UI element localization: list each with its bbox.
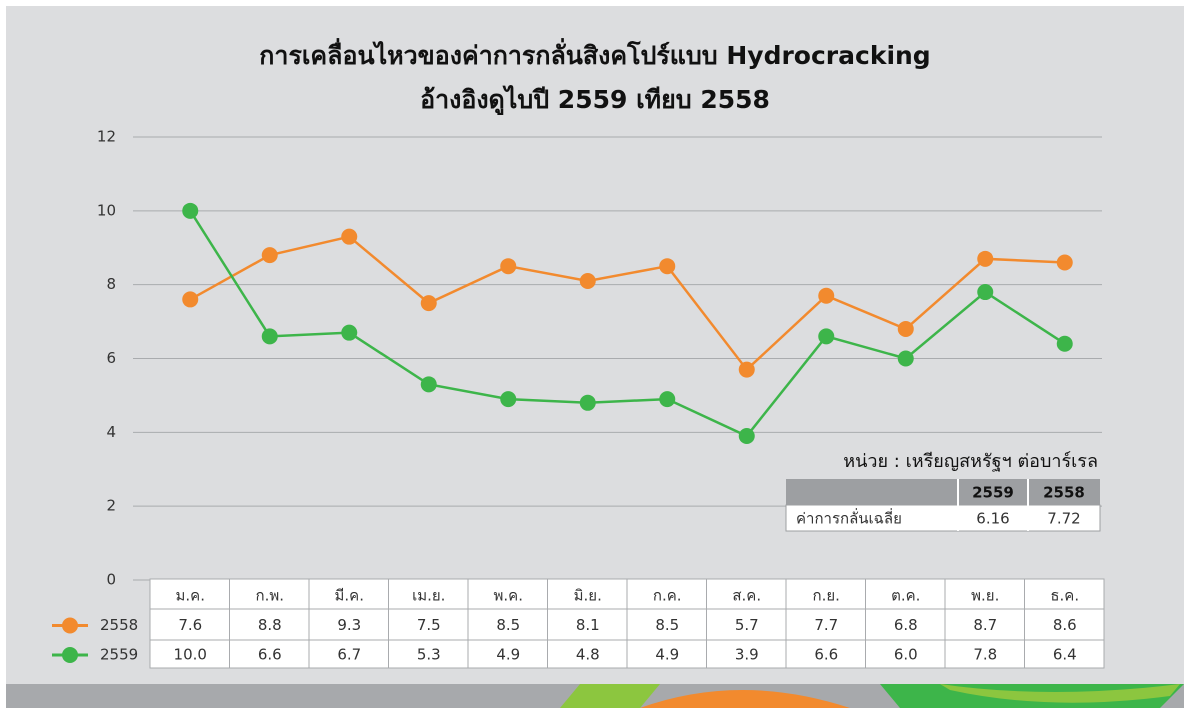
table-cell: 7.8 [973,646,997,664]
point [738,361,755,378]
point [1056,254,1073,271]
point [977,284,994,301]
table-cell: 8.1 [576,616,600,634]
table-cell: 3.9 [735,646,759,664]
point [818,287,835,304]
table-cell: 6.4 [1053,646,1077,664]
table-cell: 9.3 [337,616,361,634]
legend-label: 2559 [100,646,138,664]
table-cell: 6.6 [814,646,838,664]
x-tick-label: พ.ย. [971,587,999,605]
point [420,295,437,312]
legend-marker [62,617,78,634]
series-line [189,210,1066,438]
y-tick-label: 8 [106,275,116,293]
y-tick-label: 4 [106,423,116,441]
plot [182,202,1073,445]
table-cell: 4.9 [496,646,520,664]
inset-header [786,479,1100,505]
legend-label: 2558 [100,616,138,634]
point [341,228,358,245]
decor [560,684,660,708]
y-tick-label: 2 [106,497,116,515]
table-cell: 5.3 [417,646,441,664]
panel [6,6,1184,686]
point [977,250,994,267]
x-tick-label: ธ.ค. [1050,587,1079,605]
chart-title: การเคลื่อนไหวของค่าการกลั่นสิงคโปร์แบบ H… [259,38,930,70]
legend-marker [62,647,78,663]
x-tick-label: ต.ค. [891,587,920,605]
inset-row [785,504,1101,532]
x-tick-label: ก.ค. [653,587,682,605]
point [182,291,199,308]
inset-cell: 6.16 [976,510,1009,528]
inset-cell: 7.72 [1047,510,1080,528]
decor [940,684,1180,703]
table-cell: 5.7 [735,616,759,634]
series-line [189,235,1065,372]
point [897,320,914,337]
summary-table: หน่วย : เหรียญสหรัฐฯ ต่อบาร์เรล 2559 6.16 2… [785,451,1101,532]
x-tick-label: เม.ย. [412,587,445,605]
table-cell: 8.5 [655,616,679,634]
point [738,428,755,445]
point [818,328,835,345]
unit-label: หน่วย : เหรียญสหรัฐฯ ต่อบาร์เรล [843,451,1098,472]
table-cell: 8.8 [258,616,282,634]
table-cell: 10.0 [174,646,207,664]
point [420,376,437,393]
point [579,272,596,289]
x-tick-label: ม.ค. [176,587,205,605]
table-cell: 6.6 [258,646,282,664]
data-table: ม.ค. ก.พ. มี.ค. เม.ย. พ.ค. มิ.ย. ก.ค. ส.ค. ก.ย. ต… [52,578,1105,669]
decor [640,690,850,708]
x-tick-label: พ.ค. [494,587,523,605]
point [1056,335,1073,352]
point [579,394,596,411]
chart-subtitle: อ้างอิงดูไบปี 2559 เทียบ 2558 [420,84,770,116]
table-cell: 4.8 [576,646,600,664]
inset-col-header: 2558 [1043,484,1085,502]
y-tick-label: 12 [97,128,116,146]
table-cell: 7.6 [178,616,202,634]
table-cell: 6.7 [337,646,361,664]
table-cell: 6.8 [894,616,918,634]
table-cell: 7.7 [814,616,838,634]
point [182,202,199,219]
x-tick-label: ก.ย. [813,587,840,605]
point [261,247,278,264]
x-tick-label: ก.พ. [255,587,284,605]
x-tick-label: ส.ค. [732,587,761,605]
x-tick-label: มี.ค. [335,587,364,605]
table-cell: 7.5 [417,616,441,634]
y-tick-label: 0 [106,571,116,589]
point [500,391,517,408]
point [261,328,278,345]
table-cell: 8.7 [973,616,997,634]
table-cell: 4.9 [655,646,679,664]
inset-col-header: 2559 [972,484,1014,502]
table-cell: 8.5 [496,616,520,634]
point [897,350,914,367]
point [341,324,358,341]
table-cell: 6.0 [894,646,918,664]
y-tick-label: 10 [97,201,116,219]
table-cell: 8.6 [1053,616,1077,634]
x-tick-label: มิ.ย. [574,587,602,605]
point [659,391,676,408]
y-tick-label: 6 [106,349,116,367]
inset-row-label: ค่าการกลั่นเฉลี่ย [796,508,902,528]
point [500,258,517,275]
point [659,258,676,275]
